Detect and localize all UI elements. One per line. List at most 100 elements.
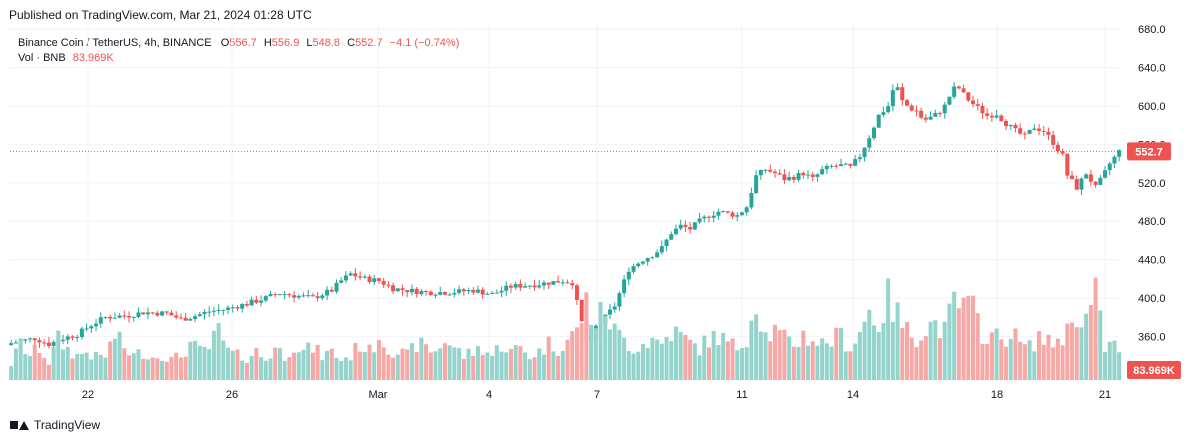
candle-body bbox=[820, 169, 825, 175]
candle-body bbox=[1103, 170, 1108, 178]
volume-bar bbox=[84, 352, 89, 380]
candle-body bbox=[725, 211, 730, 213]
candle-body bbox=[711, 215, 716, 218]
candle-body bbox=[1004, 120, 1009, 127]
candle-body bbox=[193, 316, 198, 320]
candle-body bbox=[155, 312, 160, 316]
volume-bar bbox=[678, 331, 683, 380]
volume-bar bbox=[447, 345, 452, 380]
candle-body bbox=[980, 105, 985, 114]
volume-bar bbox=[433, 351, 438, 380]
volume-bar bbox=[527, 359, 532, 380]
volume-bar bbox=[905, 322, 910, 380]
candle-body bbox=[1098, 177, 1103, 185]
volume-bar bbox=[839, 327, 843, 380]
candle-body bbox=[527, 285, 532, 287]
volume-bar bbox=[532, 357, 537, 380]
candle-body bbox=[1008, 124, 1013, 127]
price-chart[interactable]: 360.0400.0440.0480.0520.0560.0600.0640.0… bbox=[0, 0, 1200, 410]
x-tick-label: 11 bbox=[736, 389, 747, 401]
candle-body bbox=[268, 294, 273, 297]
volume-bar bbox=[442, 343, 447, 380]
candle-body bbox=[343, 275, 348, 281]
low-label: L bbox=[306, 37, 313, 49]
volume-bar bbox=[848, 351, 853, 380]
volume-bar bbox=[824, 343, 829, 380]
candle-body bbox=[348, 273, 353, 276]
candle-body bbox=[424, 291, 429, 293]
volume-bar bbox=[1065, 323, 1070, 380]
candle-body bbox=[914, 110, 919, 112]
candle-body bbox=[136, 312, 141, 318]
volume-bar bbox=[725, 341, 730, 380]
volume-bar bbox=[221, 340, 226, 380]
candle-body bbox=[721, 211, 726, 213]
volume-bar bbox=[640, 343, 645, 380]
volume-bar bbox=[1041, 344, 1046, 380]
volume-bar bbox=[721, 332, 726, 380]
open-value: 556.7 bbox=[229, 37, 257, 49]
volume-bar bbox=[994, 328, 999, 380]
volume-bar bbox=[1070, 322, 1075, 380]
candle-body bbox=[999, 115, 1004, 121]
volume-bar bbox=[574, 327, 579, 380]
volume-label[interactable]: Vol · BNB bbox=[18, 52, 66, 64]
candle-body bbox=[1046, 131, 1051, 135]
footer-brand[interactable]: TradingView bbox=[10, 418, 100, 432]
candle-body bbox=[900, 87, 905, 101]
volume-bar bbox=[18, 338, 23, 380]
candle-body bbox=[395, 288, 400, 292]
volume-bar bbox=[843, 351, 848, 380]
candle-body bbox=[461, 289, 466, 292]
volume-bar bbox=[1013, 328, 1018, 380]
candle-body bbox=[829, 165, 834, 167]
volume-bar bbox=[386, 354, 391, 380]
volume-bar bbox=[593, 328, 598, 380]
volume-bar bbox=[735, 350, 740, 380]
volume-bar bbox=[1117, 352, 1122, 380]
volume-bar bbox=[103, 357, 108, 380]
candle-body bbox=[744, 207, 749, 213]
volume-bar bbox=[46, 364, 51, 380]
last-volume-badge bbox=[1127, 361, 1181, 379]
volume-bar bbox=[758, 331, 763, 380]
x-tick-label: 22 bbox=[82, 389, 94, 401]
volume-bar bbox=[928, 321, 933, 380]
candle-body bbox=[1027, 129, 1032, 134]
candle-body bbox=[376, 278, 381, 281]
volume-bar bbox=[28, 355, 33, 380]
candle-body bbox=[513, 283, 518, 288]
volume-bar bbox=[296, 352, 301, 380]
volume-bar bbox=[249, 356, 254, 380]
symbol-label[interactable]: Binance Coin / TetherUS, 4h, BINANCE bbox=[18, 37, 212, 49]
candle-body bbox=[1018, 128, 1023, 134]
volume-bar bbox=[178, 357, 183, 380]
volume-bar bbox=[702, 335, 707, 380]
volume-bar bbox=[570, 331, 575, 380]
volume-bar bbox=[909, 337, 914, 380]
volume-bar bbox=[150, 357, 155, 380]
candle-body bbox=[372, 278, 377, 283]
candle-body bbox=[805, 174, 810, 176]
candle-body bbox=[730, 212, 735, 217]
volume-bar bbox=[796, 346, 801, 380]
volume-bar bbox=[942, 321, 947, 380]
volume-bar bbox=[9, 366, 14, 380]
volume-bar bbox=[70, 358, 75, 380]
candle-body bbox=[197, 314, 202, 317]
volume-bar bbox=[1032, 351, 1037, 380]
volume-bar bbox=[716, 345, 721, 380]
candle-body bbox=[254, 299, 259, 303]
volume-bar bbox=[900, 327, 905, 380]
volume-bar bbox=[211, 330, 216, 380]
candle-body bbox=[1070, 175, 1075, 180]
volume-bar bbox=[183, 356, 188, 380]
volume-bar bbox=[1004, 346, 1009, 380]
candle-body bbox=[28, 338, 33, 340]
volume-bar bbox=[664, 336, 669, 380]
candle-body bbox=[702, 216, 707, 219]
candle-body bbox=[739, 212, 744, 216]
volume-bar bbox=[490, 355, 495, 380]
volume-bar bbox=[971, 295, 976, 380]
volume-bar bbox=[188, 341, 193, 380]
